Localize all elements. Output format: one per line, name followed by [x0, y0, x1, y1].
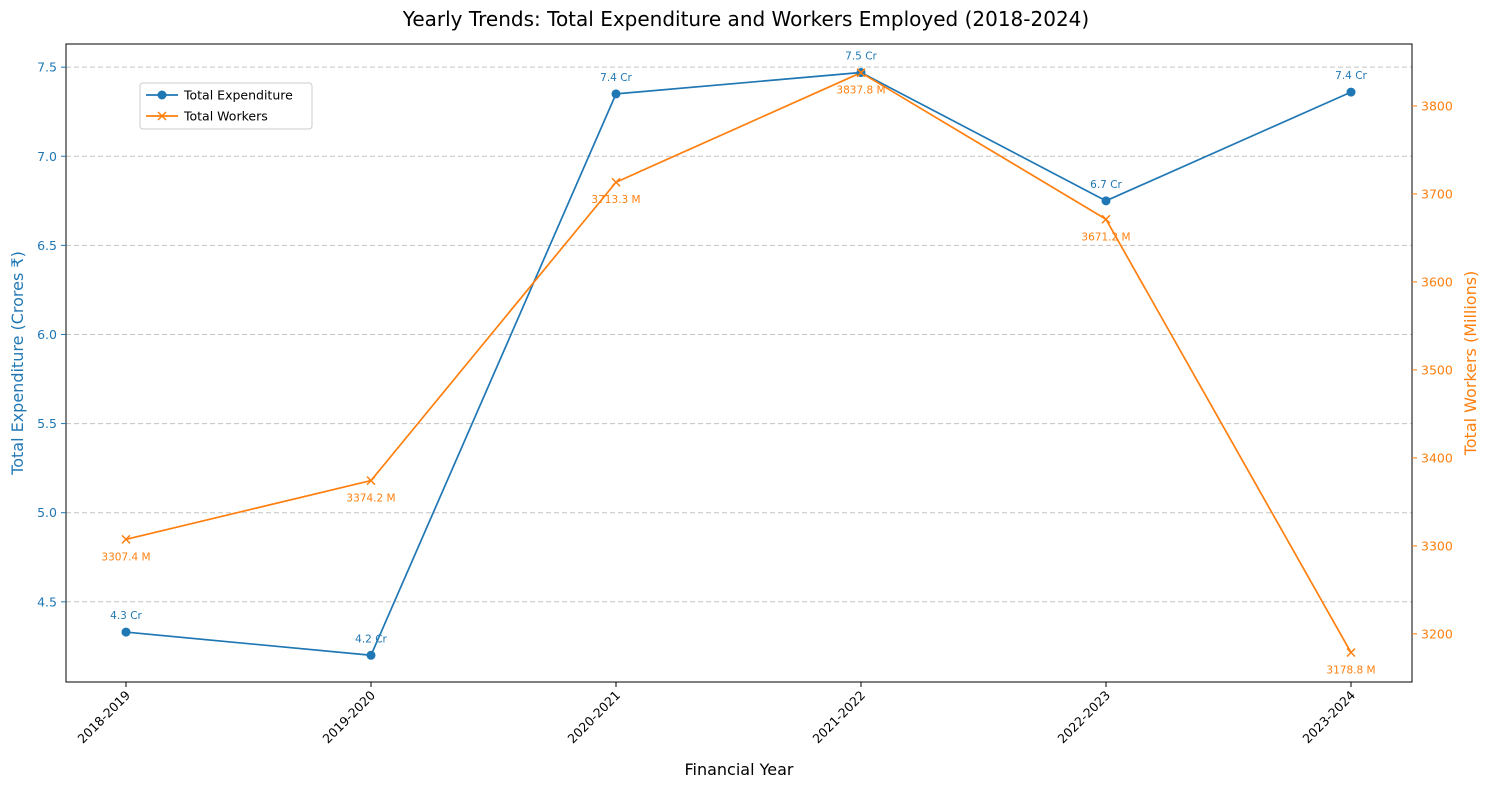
data-label: 7.5 Cr — [845, 51, 877, 63]
x-tick-label: 2020-2021 — [564, 688, 623, 747]
y-left-tick-label: 5.0 — [37, 505, 57, 520]
y-left-tick-label: 5.5 — [37, 416, 57, 431]
y-right-tick-label: 3600 — [1421, 274, 1453, 289]
data-point-circle — [366, 650, 376, 660]
y-right-tick-label: 3700 — [1421, 186, 1453, 201]
y-right-tick-label: 3300 — [1421, 538, 1453, 553]
x-tick-label: 2018-2019 — [74, 687, 133, 746]
legend-marker-x — [157, 111, 167, 121]
data-label: 3671.2 M — [1081, 231, 1130, 243]
x-tick-label: 2019-2020 — [319, 687, 378, 746]
y-right-axis-label: Total Workers (Millions) — [1461, 271, 1480, 457]
data-label: 3374.2 M — [346, 493, 395, 505]
data-point-circle — [121, 627, 131, 637]
data-label: 3307.4 M — [101, 551, 150, 563]
x-tick-label: 2023-2024 — [1299, 687, 1358, 746]
y-left-tick-label: 4.5 — [37, 594, 57, 609]
legend-label: Total Expenditure — [183, 88, 293, 103]
y-left-tick-label: 7.0 — [37, 149, 57, 164]
data-point-x — [1101, 214, 1111, 224]
data-point-x — [366, 476, 376, 486]
data-point-circle — [611, 89, 621, 99]
legend: Total Expenditure Total Workers — [139, 82, 313, 130]
x-axis-label: Financial Year — [684, 760, 793, 779]
data-point-circle — [1346, 87, 1356, 97]
series-line-total-workers — [125, 71, 1352, 653]
data-point-x — [121, 534, 131, 544]
data-label: 7.4 Cr — [1335, 70, 1367, 82]
y-left-tick-label: 6.0 — [37, 327, 57, 342]
y-left-axis-label: Total Expenditure (Crores ₹) — [8, 251, 27, 476]
data-point-x — [611, 177, 621, 187]
y-left-tick-label: 6.5 — [37, 238, 57, 253]
data-label: 6.7 Cr — [1090, 179, 1122, 191]
grid-lines — [66, 66, 1412, 603]
data-point-x — [856, 68, 866, 78]
series-markers — [121, 68, 1356, 660]
data-label: 3837.8 M — [836, 85, 885, 97]
x-tick-label: 2021-2022 — [809, 688, 868, 747]
series-lines — [125, 71, 1352, 657]
data-labels: 4.3 Cr 4.2 Cr 7.4 Cr 7.5 Cr 6.7 Cr 7.4 Cr 3307… — [101, 51, 1375, 677]
y-right-tick-label: 3200 — [1421, 626, 1453, 641]
data-label: 4.3 Cr — [110, 610, 142, 622]
y-right-tick-label: 3800 — [1421, 98, 1453, 113]
chart-title: Yearly Trends: Total Expenditure and Wor… — [402, 7, 1089, 31]
data-label: 3178.8 M — [1326, 665, 1375, 677]
y-right-tick-label: 3400 — [1421, 450, 1453, 465]
data-point-x — [1346, 647, 1356, 658]
y-right-tick-label: 3500 — [1421, 362, 1453, 377]
x-tick-label: 2022-2023 — [1054, 688, 1113, 747]
data-label: 4.2 Cr — [355, 633, 387, 645]
legend-label: Total Workers — [183, 109, 268, 124]
data-label: 3713.3 M — [591, 194, 640, 206]
legend-marker-circle — [157, 90, 167, 100]
data-label: 7.4 Cr — [600, 72, 632, 84]
data-point-circle — [1101, 196, 1111, 206]
plot-frame — [65, 43, 1413, 683]
legend-box — [139, 82, 313, 130]
y-left-tick-label: 7.5 — [37, 60, 57, 75]
series-line-total-expenditure — [125, 71, 1352, 657]
